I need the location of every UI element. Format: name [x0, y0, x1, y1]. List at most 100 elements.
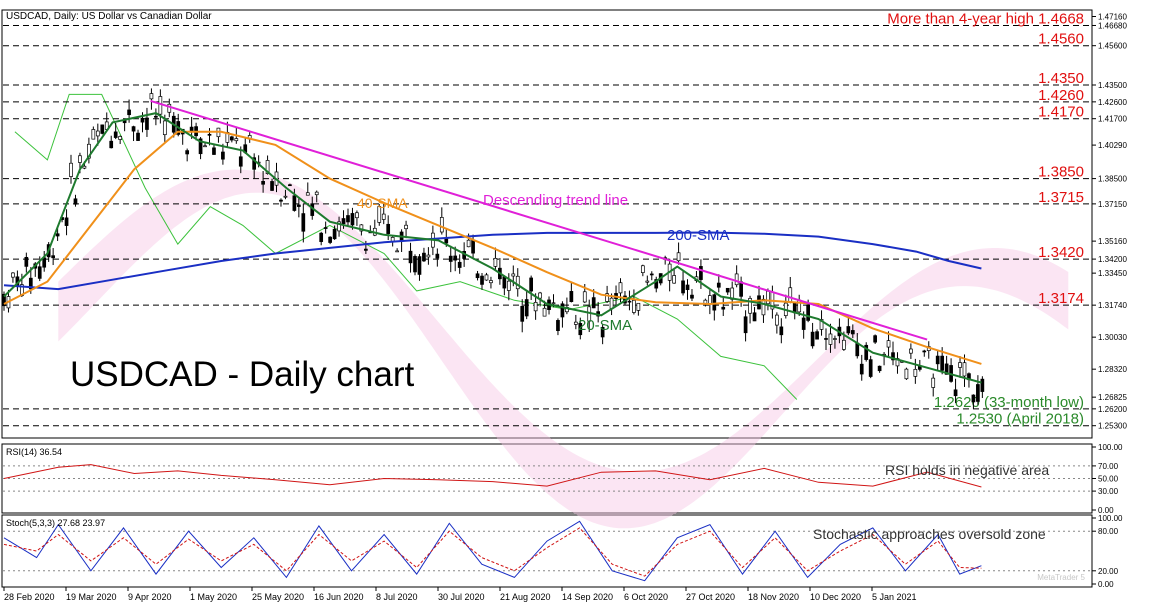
ichimoku-cloud-area [58, 169, 1069, 529]
candle-body [332, 228, 337, 240]
candle-body [422, 252, 426, 262]
candle-body [355, 212, 359, 219]
candle-body [265, 160, 270, 175]
candle-body [198, 138, 203, 155]
candle-body [337, 221, 341, 232]
candle-body [842, 339, 846, 350]
time-tick-label: 14 Sep 2020 [562, 592, 613, 602]
time-tick-label: 30 Jul 2020 [438, 592, 485, 602]
candle-body [350, 213, 355, 226]
indicator-tick-label: 0.00 [1098, 506, 1114, 515]
candle-body [296, 204, 301, 207]
candle-body [279, 199, 283, 202]
window-title: USDCAD, Daily: US Dollar vs Canadian Dol… [6, 11, 212, 22]
candle-body [582, 291, 587, 303]
price-tick-label: 1.41700 [1098, 115, 1127, 124]
candle-body [533, 302, 538, 312]
candle-body [283, 195, 288, 198]
candle-body [453, 255, 458, 261]
candle-body [386, 223, 391, 234]
candle-body [556, 320, 560, 332]
price-tick-label: 1.38500 [1098, 175, 1127, 184]
indicator-tick-label: 50.00 [1098, 475, 1119, 484]
candle-body [136, 132, 140, 141]
support-resistance-levels: More than 4-year high 1.4668 1.4560 1.4350… [3, 10, 1091, 428]
candle-body [833, 338, 837, 340]
price-tick-label: 1.40290 [1098, 141, 1127, 150]
candle-body [328, 236, 332, 243]
candle-body [149, 93, 154, 100]
level-label: 1.2620 (33-month low) [934, 394, 1084, 411]
level-label: 1.3850 [1038, 164, 1084, 181]
candle-body [640, 265, 645, 273]
candle-body [167, 103, 172, 113]
candle-body [140, 117, 145, 123]
candle-body [672, 275, 676, 284]
candle-body [591, 297, 596, 309]
candle-body [868, 359, 873, 377]
candle-body [435, 253, 440, 259]
candle-body [886, 340, 891, 348]
price-tick-label: 1.26825 [1098, 393, 1127, 402]
candle-body [766, 290, 770, 305]
candle-body [850, 330, 855, 335]
candle-body [859, 363, 864, 375]
price-tick-label: 1.28320 [1098, 365, 1127, 374]
candle-body [538, 292, 542, 299]
candle-body [725, 287, 730, 293]
candle-body [118, 136, 123, 140]
indicator-tick-label: 20.00 [1098, 567, 1119, 576]
annotation-20-sma: 20-SMA [578, 317, 632, 334]
indicator-tick-label: 0.00 [1098, 580, 1114, 589]
candle-body [529, 277, 534, 292]
candle-body [28, 277, 33, 290]
candle-body [78, 155, 82, 163]
candle-body [395, 250, 399, 253]
price-tick-label: 1.43500 [1098, 81, 1127, 90]
candle-body [413, 256, 417, 273]
candle-body [685, 284, 690, 291]
annotation-200-sma: 200-SMA [667, 227, 730, 244]
candle-body [229, 136, 234, 141]
candle-body [82, 165, 87, 169]
time-tick-label: 6 Oct 2020 [624, 592, 668, 602]
level-label: 1.4170 [1038, 104, 1084, 121]
candle-body [922, 350, 927, 353]
time-tick-label: 8 Jul 2020 [376, 592, 418, 602]
rsi-indicator: 100.00 70.00 50.00 30.00 0.00 [3, 443, 1123, 515]
candle-body [158, 96, 163, 115]
candle-body [909, 348, 913, 354]
candle-body [364, 248, 368, 251]
candle-body [234, 138, 239, 142]
time-tick-label: 21 Aug 2020 [500, 592, 551, 602]
candle-body [439, 217, 444, 233]
rsi-title: RSI(14) 36.54 [6, 447, 62, 457]
candle-body [381, 213, 386, 220]
candle-body [716, 282, 721, 288]
candle-body [940, 355, 945, 371]
moving-averages [3, 99, 982, 384]
candle-body [11, 272, 15, 278]
candle-body [578, 323, 583, 336]
candle-body [810, 331, 815, 347]
candle-body [846, 326, 851, 334]
candle-body [212, 147, 216, 155]
candle-body [475, 273, 480, 279]
candle-body [524, 299, 529, 317]
candle-body [203, 145, 207, 148]
candle-body [645, 280, 650, 283]
level-label: 1.3174 [1038, 290, 1084, 307]
candle-body [95, 130, 100, 137]
candle-body [511, 273, 516, 277]
candle-body [775, 314, 779, 326]
candle-body [100, 124, 105, 134]
candle-body [341, 218, 346, 224]
indicator-tick-label: 80.00 [1098, 527, 1119, 536]
annotation-trend-line: Descending trend line [483, 192, 628, 209]
candle-body [690, 294, 694, 299]
candle-body [649, 273, 654, 276]
time-tick-label: 9 Apr 2020 [128, 592, 172, 602]
candle-body [466, 239, 471, 248]
candle-body [681, 280, 685, 294]
